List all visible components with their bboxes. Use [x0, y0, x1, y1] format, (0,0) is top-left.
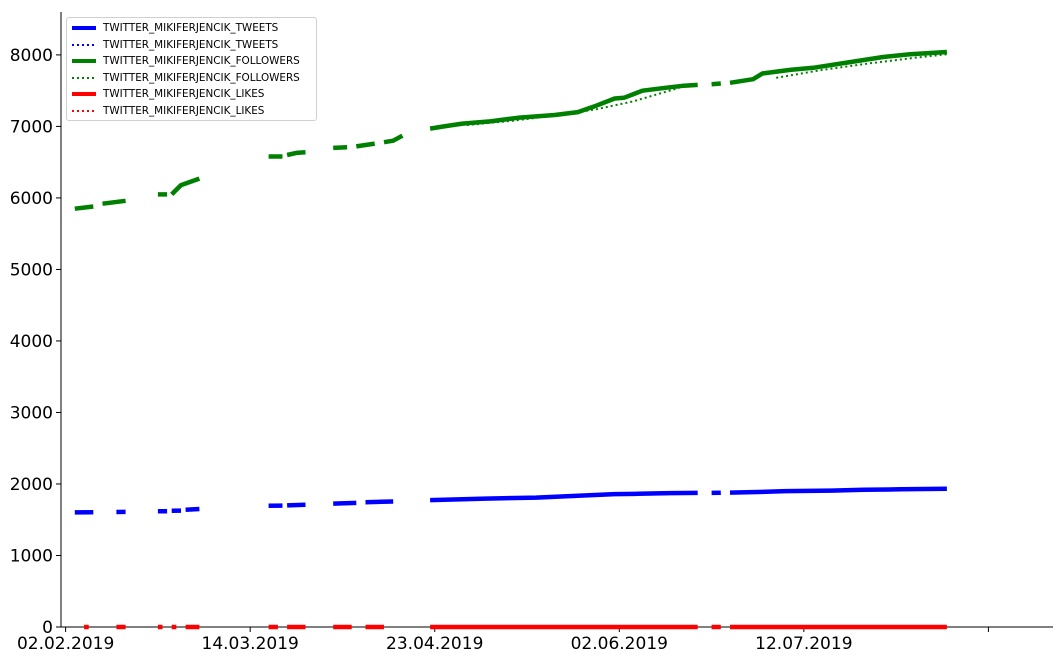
y-tick-label: 6000 [10, 189, 53, 209]
legend-swatch [72, 26, 96, 31]
legend-swatch [72, 76, 96, 79]
legend-entry: TWITTER_MIKIFERJENCIK_TWEETS [67, 37, 316, 54]
solid-series-line-twitter-mikiferjencik-followers [383, 133, 404, 145]
x-tick-label: 23.04.2019 [386, 634, 483, 654]
solid-series-line-twitter-mikiferjencik-followers [711, 81, 721, 87]
legend-label: TWITTER_MIKIFERJENCIK_FOLLOWERS [103, 71, 300, 84]
legend-swatch [72, 92, 96, 97]
legend-label: TWITTER_MIKIFERJENCIK_FOLLOWERS [103, 55, 300, 68]
y-tick-label: 2000 [10, 475, 53, 495]
solid-series-line-twitter-mikiferjencik-tweets [430, 490, 698, 503]
legend-entry: TWITTER_MIKIFERJENCIK_FOLLOWERS [67, 53, 316, 70]
y-tick-label: 3000 [10, 403, 53, 423]
x-tick-label: 14.03.2019 [202, 634, 299, 654]
y-tick-label: 4000 [10, 332, 53, 352]
solid-series-line-twitter-mikiferjencik-tweets [185, 506, 200, 512]
legend-swatch [72, 43, 96, 46]
legend-swatch [72, 109, 96, 112]
legend-swatch [72, 59, 96, 64]
dotted-series-line-twitter-mikiferjencik-followers [776, 53, 948, 79]
y-tick-label: 7000 [10, 117, 53, 137]
legend-label: TWITTER_MIKIFERJENCIK_TWEETS [103, 22, 279, 35]
y-tick-label: 0 [42, 618, 53, 638]
legend-entry: TWITTER_MIKIFERJENCIK_TWEETS [67, 20, 316, 37]
x-tick-label: 12.07.2019 [755, 634, 852, 654]
legend-label: TWITTER_MIKIFERJENCIK_LIKES [103, 88, 265, 101]
solid-series-line-twitter-mikiferjencik-tweets [287, 502, 306, 508]
solid-series-line-twitter-mikiferjencik-tweets [729, 486, 947, 495]
solid-series-line-twitter-mikiferjencik-followers [286, 149, 306, 158]
x-tick-label: 02.02.2019 [17, 634, 114, 654]
solid-series-line-twitter-mikiferjencik-tweets [333, 500, 357, 506]
solid-series-line-twitter-mikiferjencik-followers [429, 82, 698, 131]
solid-series-line-twitter-mikiferjencik-followers [729, 49, 948, 86]
legend: TWITTER_MIKIFERJENCIK_TWEETS TWITTER_MIKI… [66, 17, 317, 121]
legend-label: TWITTER_MIKIFERJENCIK_LIKES [103, 104, 265, 117]
solid-series-line-twitter-mikiferjencik-followers [355, 141, 376, 149]
y-tick-label: 8000 [10, 46, 53, 66]
y-tick-label: 5000 [10, 260, 53, 280]
dotted-series-line-twitter-mikiferjencik-followers [466, 86, 680, 126]
solid-series-line-twitter-mikiferjencik-followers [170, 176, 201, 196]
solid-series-line-twitter-mikiferjencik-tweets [365, 499, 394, 505]
solid-series-line-twitter-mikiferjencik-followers [102, 198, 126, 206]
x-tick-label: 02.06.2019 [571, 634, 668, 654]
legend-entry: TWITTER_MIKIFERJENCIK_LIKES [67, 103, 316, 120]
solid-series-line-twitter-mikiferjencik-followers [74, 204, 94, 211]
legend-entry: TWITTER_MIKIFERJENCIK_LIKES [67, 86, 316, 103]
y-tick-label: 1000 [10, 546, 53, 566]
solid-series-line-twitter-mikiferjencik-followers [333, 144, 348, 151]
legend-entry: TWITTER_MIKIFERJENCIK_FOLLOWERS [67, 70, 316, 87]
legend-label: TWITTER_MIKIFERJENCIK_TWEETS [103, 38, 279, 51]
